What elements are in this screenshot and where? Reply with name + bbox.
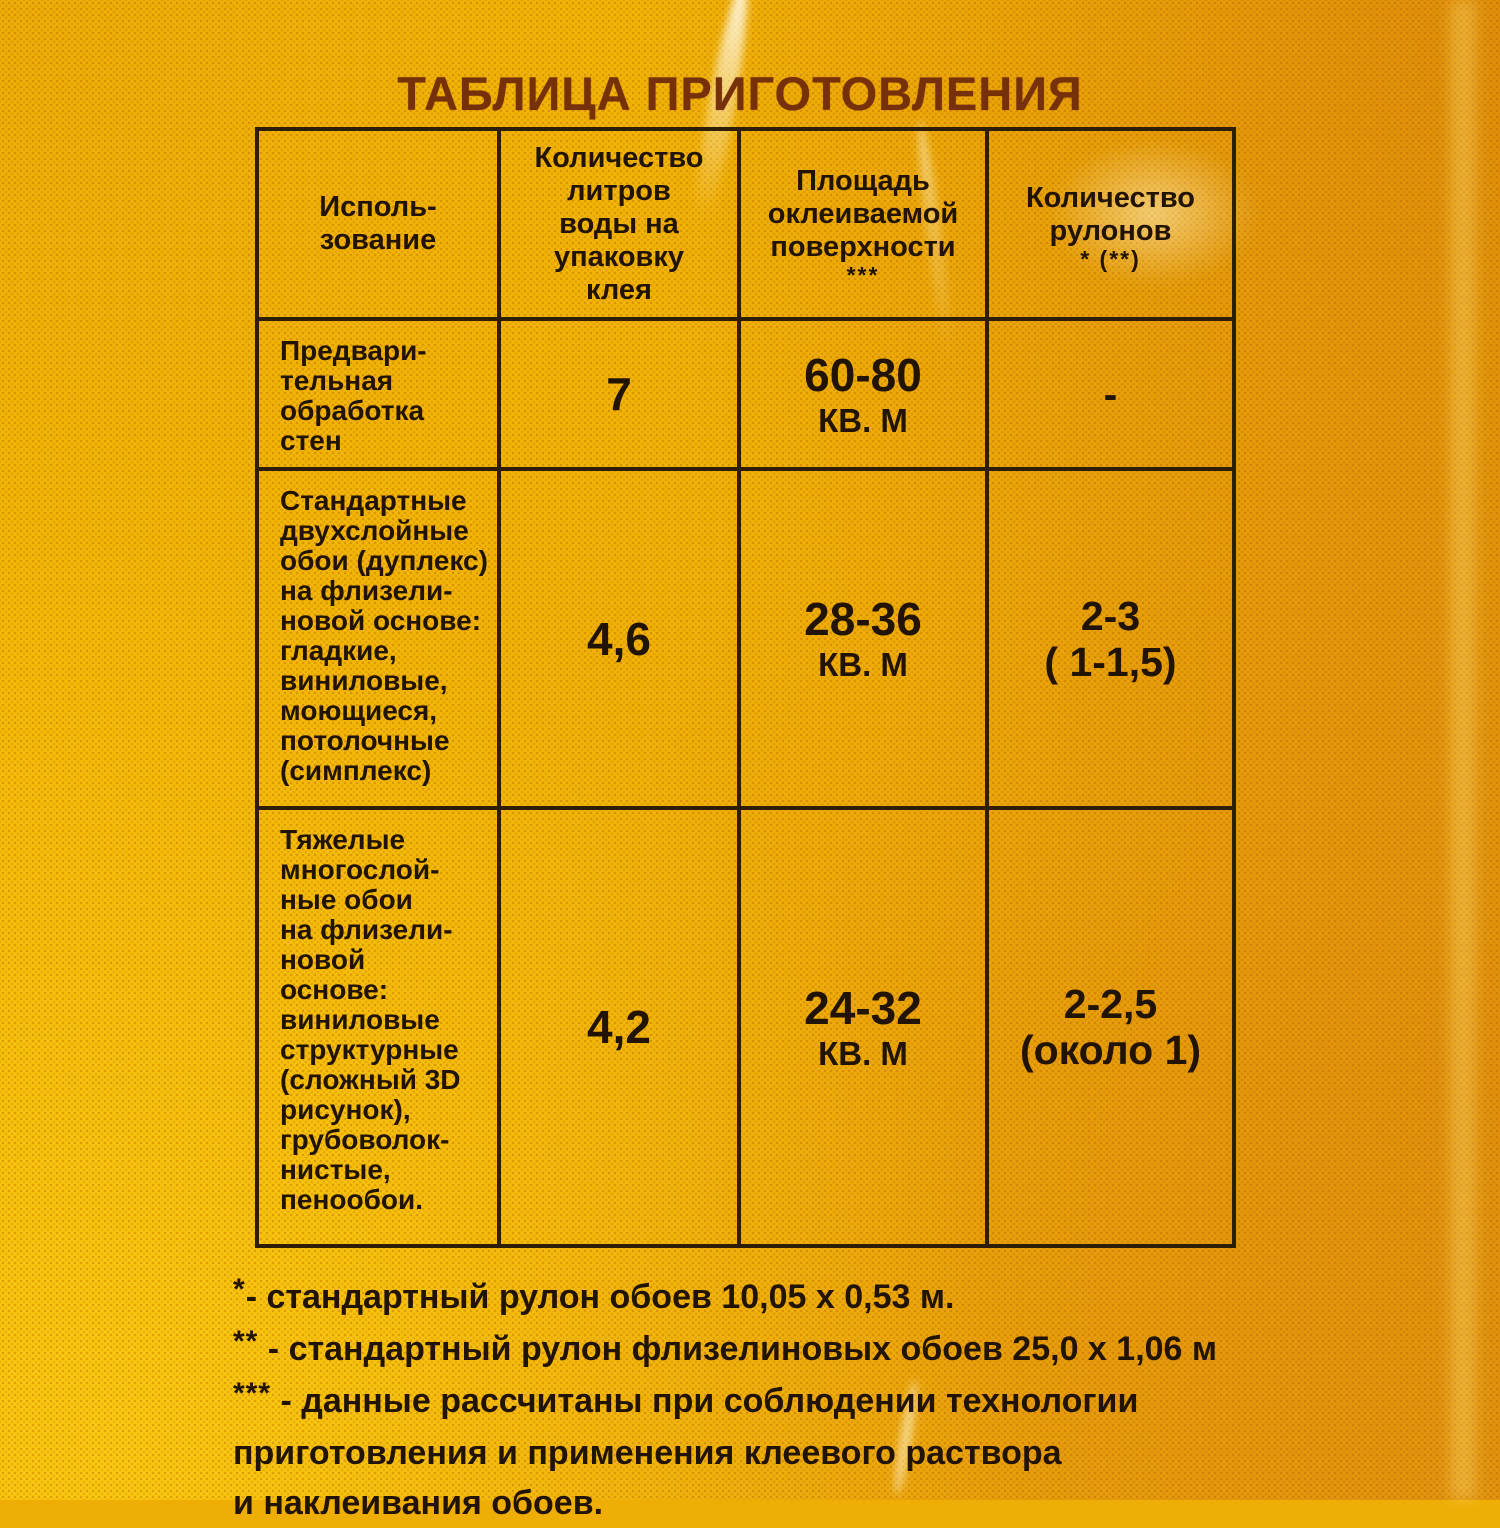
row-3-usage-text: Тяжелые многослой- ные обои на флизели- … <box>280 824 461 1215</box>
header-usage-label: Исполь- зование <box>319 191 437 256</box>
row-2-water: 4,6 <box>501 471 741 810</box>
row-3-rolls-note: (около 1) <box>1019 1027 1202 1073</box>
footnote-text: приготовления и применения клеевого раст… <box>233 1434 1062 1472</box>
footnote-marker: *** <box>233 1377 272 1410</box>
footnote-line: приготовления и применения клеевого раст… <box>233 1428 1383 1478</box>
row-2-usage: Стандартные двухслойные обои (дуплекс) н… <box>259 471 501 810</box>
row-2-water-value: 4,6 <box>587 612 651 665</box>
row-1-water: 7 <box>501 321 741 471</box>
row-1-water-value: 7 <box>606 368 632 420</box>
row-1-area-unit: КВ. М <box>818 401 908 439</box>
row-3-usage: Тяжелые многослой- ные обои на флизели- … <box>259 810 501 1244</box>
header-rolls: Количество рулонов * (**) <box>989 131 1232 321</box>
footnote-line: *- стандартный рулон обоев 10,05 x 0,53 … <box>233 1272 1383 1324</box>
header-area-footnote-marker: *** <box>846 262 880 288</box>
row-3-rolls: 2-2,5 (около 1) <box>989 810 1232 1244</box>
footnote-text: - стандартный рулон флизелиновых обоев 2… <box>258 1330 1218 1368</box>
footnote-line: *** - данные рассчитаны при соблюдении т… <box>233 1376 1383 1428</box>
footnote-text: - стандартный рулон обоев 10,05 x 0,53 м… <box>245 1278 955 1316</box>
header-water-label: Количество литров воды на упаковку клея <box>534 141 704 306</box>
row-1-area: 60-80 КВ. М <box>741 321 989 471</box>
row-2-rolls-value: 2-3 <box>1080 592 1141 639</box>
row-1-rolls-value: - <box>1103 371 1118 417</box>
footnote-text: - данные рассчитаны при соблюдении техно… <box>271 1382 1139 1420</box>
row-3-water: 4,2 <box>501 810 741 1244</box>
row-2-area-unit: КВ. М <box>818 646 908 683</box>
row-2-area-value: 28-36 <box>804 593 922 645</box>
row-3-rolls-value: 2-2,5 <box>1063 981 1158 1027</box>
header-area-label: Площадь оклеиваемой поверхности <box>767 165 959 263</box>
preparation-table: Исполь- зование Количество литров воды н… <box>255 127 1236 1248</box>
row-1-usage-text: Предвари- тельная обработка стен <box>280 335 427 456</box>
footnote-marker: * <box>233 1273 246 1306</box>
row-2-rolls: 2-3 ( 1-1,5) <box>989 471 1232 810</box>
row-2-rolls-note: ( 1-1,5) <box>1044 638 1177 685</box>
header-area: Площадь оклеиваемой поверхности *** <box>741 131 989 321</box>
row-3-area: 24-32 КВ. М <box>741 810 989 1244</box>
row-1-usage: Предвари- тельная обработка стен <box>259 321 501 471</box>
page-title: ТАБЛИЦА ПРИГОТОВЛЕНИЯ <box>397 67 1083 120</box>
header-usage: Исполь- зование <box>259 131 501 321</box>
footnotes: *- стандартный рулон обоев 10,05 x 0,53 … <box>233 1272 1383 1528</box>
row-1-rolls: - <box>989 321 1232 471</box>
header-rolls-label: Количество рулонов <box>1025 181 1195 247</box>
row-2-usage-text: Стандартные двухслойные обои (дуплекс) н… <box>280 485 488 786</box>
footnote-text: и наклеивания обоев. <box>233 1484 604 1522</box>
footnote-marker: ** <box>233 1325 259 1358</box>
row-3-area-unit: КВ. М <box>818 1034 908 1072</box>
row-1-area-value: 60-80 <box>804 348 922 401</box>
footnote-line: и наклеивания обоев. <box>233 1478 1383 1528</box>
row-3-area-value: 24-32 <box>804 981 922 1034</box>
footnote-line: ** - стандартный рулон флизелиновых обое… <box>233 1324 1383 1376</box>
row-2-area: 28-36 КВ. М <box>741 471 989 810</box>
header-rolls-footnote-marker: * (**) <box>1080 245 1141 272</box>
header-water: Количество литров воды на упаковку клея <box>501 131 741 321</box>
row-3-water-value: 4,2 <box>587 1001 651 1053</box>
